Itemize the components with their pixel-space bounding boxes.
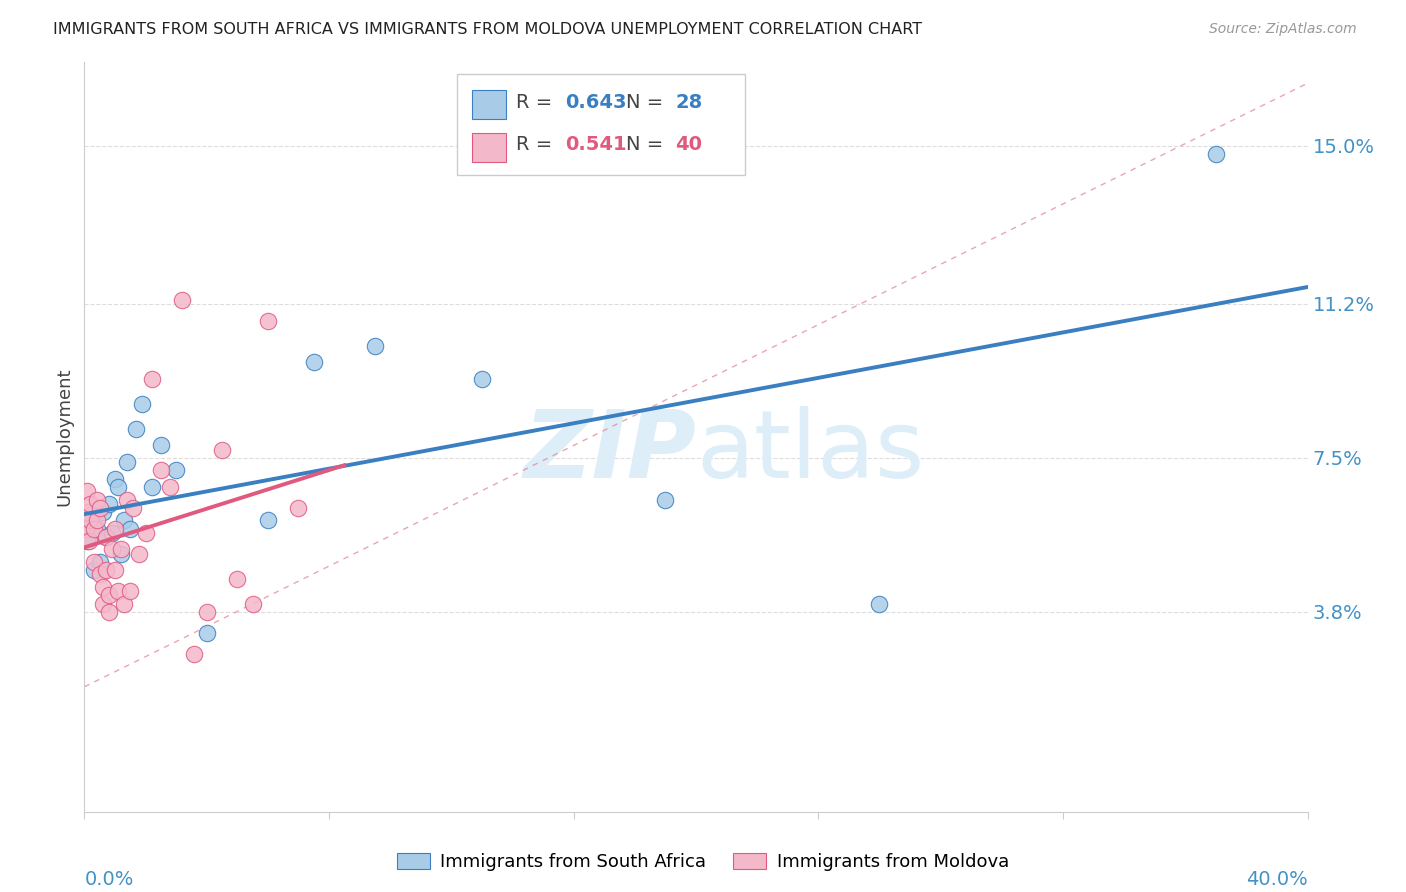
Point	[257, 513, 280, 527]
Point	[122, 500, 145, 515]
FancyBboxPatch shape	[457, 74, 745, 175]
Point	[91, 597, 114, 611]
Point	[86, 492, 108, 507]
Point	[97, 588, 120, 602]
Point	[471, 372, 494, 386]
Point	[79, 497, 101, 511]
Point	[94, 563, 117, 577]
Point	[101, 525, 124, 540]
Text: 40: 40	[675, 136, 702, 154]
Text: N =: N =	[626, 136, 669, 154]
Point	[257, 313, 280, 327]
Point	[75, 522, 97, 536]
Point	[77, 534, 100, 549]
Legend: Immigrants from South Africa, Immigrants from Moldova: Immigrants from South Africa, Immigrants…	[389, 846, 1017, 879]
Text: 40.0%: 40.0%	[1246, 870, 1308, 889]
Point	[101, 542, 124, 557]
Point	[149, 438, 172, 452]
Point	[97, 605, 120, 619]
Text: IMMIGRANTS FROM SOUTH AFRICA VS IMMIGRANTS FROM MOLDOVA UNEMPLOYMENT CORRELATION: IMMIGRANTS FROM SOUTH AFRICA VS IMMIGRAN…	[53, 22, 922, 37]
Point	[110, 547, 132, 561]
Point	[83, 522, 105, 536]
Point	[107, 480, 129, 494]
Point	[83, 555, 105, 569]
Point	[104, 563, 127, 577]
Point	[131, 397, 153, 411]
Y-axis label: Unemployment: Unemployment	[55, 368, 73, 507]
Point	[149, 463, 172, 477]
Text: R =: R =	[516, 93, 558, 112]
Point	[159, 480, 181, 494]
Point	[79, 513, 101, 527]
Text: 28: 28	[675, 93, 703, 112]
Point	[94, 530, 117, 544]
Text: R =: R =	[516, 136, 558, 154]
Point	[76, 484, 98, 499]
Point	[112, 597, 135, 611]
Point	[91, 505, 114, 519]
Text: ZIP: ZIP	[523, 406, 696, 498]
Point	[76, 505, 98, 519]
Point	[183, 647, 205, 661]
Point	[242, 597, 264, 611]
Point	[89, 567, 111, 582]
Text: N =: N =	[626, 93, 669, 112]
Point	[226, 572, 249, 586]
Point	[115, 492, 138, 507]
Point	[141, 372, 163, 386]
Point	[120, 584, 142, 599]
Point	[141, 480, 163, 494]
Point	[172, 293, 194, 307]
Point	[86, 513, 108, 527]
Text: atlas: atlas	[696, 406, 924, 498]
Point	[302, 355, 325, 369]
Point	[195, 605, 218, 619]
Point	[115, 455, 138, 469]
Point	[128, 547, 150, 561]
Text: Source: ZipAtlas.com: Source: ZipAtlas.com	[1209, 22, 1357, 37]
Point	[135, 525, 157, 540]
Bar	[472, 133, 506, 161]
Point	[364, 338, 387, 352]
Point	[211, 442, 233, 457]
Point	[89, 500, 111, 515]
Point	[83, 563, 105, 577]
Point	[110, 542, 132, 557]
Text: 0.0%: 0.0%	[84, 870, 134, 889]
Text: 0.541: 0.541	[565, 136, 627, 154]
Point	[1205, 147, 1227, 161]
Point	[76, 534, 98, 549]
Point	[104, 472, 127, 486]
Bar	[472, 90, 506, 119]
Point	[107, 584, 129, 599]
Point	[89, 555, 111, 569]
Point	[104, 522, 127, 536]
Point	[287, 500, 309, 515]
Point	[654, 492, 676, 507]
Text: 0.643: 0.643	[565, 93, 627, 112]
Point	[97, 497, 120, 511]
Point	[79, 513, 101, 527]
Point	[125, 422, 148, 436]
Point	[91, 580, 114, 594]
Point	[165, 463, 187, 477]
Point	[86, 522, 108, 536]
Point	[195, 625, 218, 640]
Point	[94, 530, 117, 544]
Point	[869, 597, 891, 611]
Point	[112, 513, 135, 527]
Point	[120, 522, 142, 536]
